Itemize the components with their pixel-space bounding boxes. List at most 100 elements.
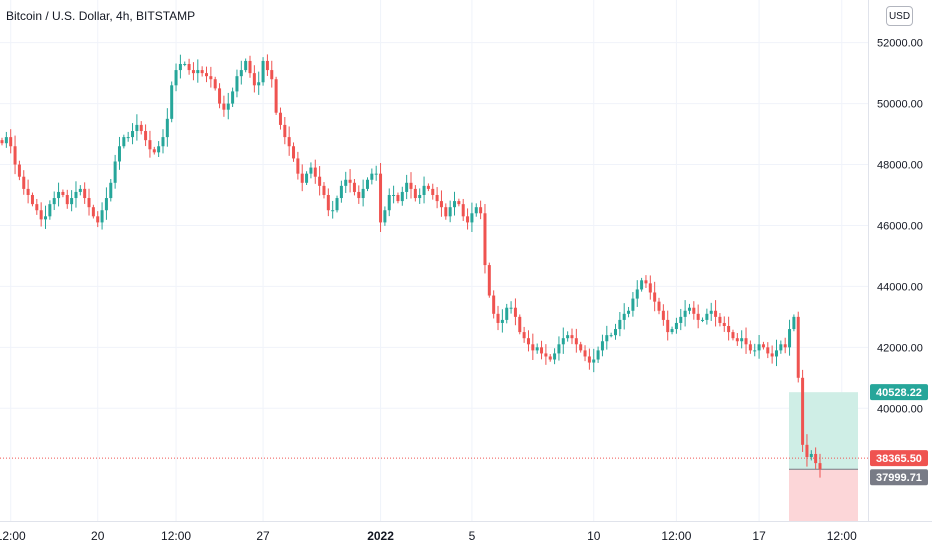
candle-body [523,332,526,338]
candle-body [61,192,64,195]
candle-body [453,201,456,207]
profit-zone[interactable] [789,392,858,469]
candle-body [605,335,608,341]
candle-body [658,302,661,311]
candle-body [466,216,469,222]
candle-body [636,289,639,298]
candle-body [544,353,547,356]
loss-zone[interactable] [789,469,858,521]
candle-body [118,146,121,161]
candle-body [183,64,186,65]
candle-body [57,192,60,198]
candle-body [801,378,804,445]
candle-body [714,311,717,317]
candle-body [718,317,721,323]
candle-body [205,73,208,76]
candle-body [31,195,34,204]
y-tick-label: 50000.00 [877,99,923,111]
candle-body [240,70,243,76]
candle-body [292,146,295,158]
candle-body [579,344,582,350]
candle-body [262,61,265,82]
candle-body [122,137,125,146]
candle-body [531,344,534,350]
candle-body [279,113,282,125]
target-price-label: 40528.22 [876,387,922,399]
candle-body [1,140,4,143]
y-tick-label: 40000.00 [877,403,923,415]
candle-body [610,335,613,336]
candle-body [40,210,43,219]
candle-body [253,73,256,85]
candle-body [70,198,73,204]
candle-body [153,149,156,152]
candle-body [436,195,439,201]
candle-body [675,323,678,329]
currency-button[interactable]: USD [886,6,913,26]
candle-body [662,311,665,320]
candle-body [218,88,221,103]
candle-body [340,186,343,198]
candle-body [697,314,700,320]
candle-body [562,338,565,344]
candle-body [684,311,687,317]
candle-body [614,329,617,335]
candle-body [179,64,182,70]
candle-body [170,85,173,119]
candle-body [736,338,739,341]
candle-body [649,283,652,292]
candle-body [275,79,278,113]
candle-body [618,320,621,329]
candle-body [810,454,813,457]
candle-body [383,210,386,222]
candle-body [309,168,312,174]
candle-body [688,308,691,311]
candle-body [784,344,787,347]
candle-body [549,356,552,359]
entry-price-label: 37999.71 [876,472,922,484]
candle-body [588,356,591,362]
candle-body [257,82,260,85]
candle-body [414,189,417,198]
x-tick-label: 27 [256,529,270,543]
candle-body [679,317,682,323]
candle-body [731,332,734,338]
candle-body [266,61,269,70]
candle-body [192,70,195,73]
candle-body [792,317,795,329]
y-tick-label: 52000.00 [877,38,923,50]
candle-body [222,104,225,110]
candle-body [518,317,521,332]
y-tick-label: 46000.00 [877,220,923,232]
candle-body [479,207,482,213]
candle-body [788,329,791,347]
candle-body [96,216,99,222]
candle-body [144,131,147,140]
candle-body [305,174,308,183]
candle-body [762,344,765,347]
candle-body [723,323,726,326]
candle-body [727,326,730,332]
candle-body [53,198,56,204]
candle-body [475,207,478,213]
candle-body [601,341,604,350]
candle-body [584,350,587,356]
candle-body [301,174,304,183]
candle-body [109,183,112,198]
candle-body [527,338,530,344]
candle-body [501,320,504,323]
candle-body [370,174,373,180]
candle-body [758,344,761,350]
candle-body [575,338,578,344]
candle-body [392,195,395,196]
candle-body [592,360,595,363]
candle-body [231,91,234,103]
candle-body [209,76,212,79]
candle-body [418,195,421,198]
candle-body [510,308,513,309]
candle-body [640,280,643,289]
x-tick-label: 5 [469,529,476,543]
candle-body [105,198,108,210]
